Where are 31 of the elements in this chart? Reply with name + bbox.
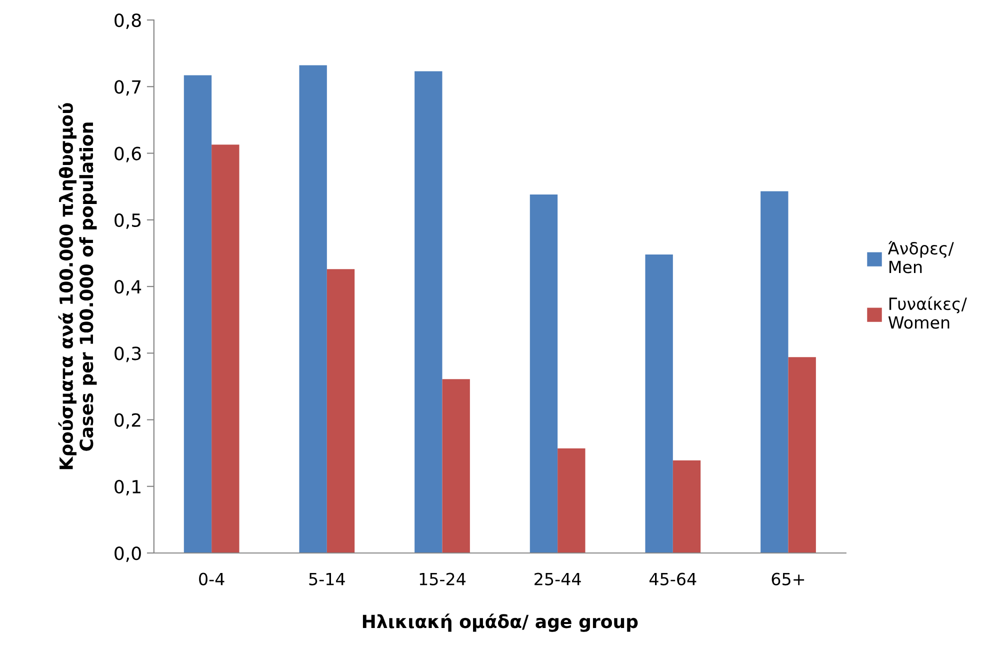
bar [760,191,788,553]
bar [184,75,212,553]
x-tick-label: 45-64 [650,572,696,586]
bar [530,194,558,553]
y-tick-label: 0,1 [114,480,140,496]
bar [212,144,240,553]
bar [672,460,701,553]
bar [299,65,327,553]
y-axis-title: Κρούσματα ανά 100.000 πληθυσμού Cases per 100.000 of population [58,103,97,470]
y-tick-label: 0,8 [114,13,141,29]
bar [414,71,442,553]
y-tick-label: 0,4 [114,280,142,296]
y-tick-label: 0,6 [114,146,141,162]
bar [442,379,470,553]
legend-label: Άνδρες/ Men [888,241,954,274]
x-tick-label: 0-4 [199,572,224,586]
x-tick-label: 15-24 [420,572,466,586]
y-tick-label: 0,5 [114,213,141,229]
x-tick-label: 65+ [772,572,804,586]
x-tick-label: 5-14 [309,572,345,586]
y-tick-label: 0,0 [114,546,141,562]
y-tick-label: 0,3 [114,346,141,362]
legend-label: Γυναίκες/ Women [888,296,967,329]
bar [326,269,355,553]
x-tick-label: 25-44 [534,572,581,586]
bar [645,254,673,553]
bar [558,448,586,553]
y-tick-label: 0,2 [114,413,140,429]
y-tick-label: 0,7 [114,80,141,96]
bar [788,357,816,553]
x-axis-title: Ηλικιακή ομάδα/ age group [362,614,638,632]
